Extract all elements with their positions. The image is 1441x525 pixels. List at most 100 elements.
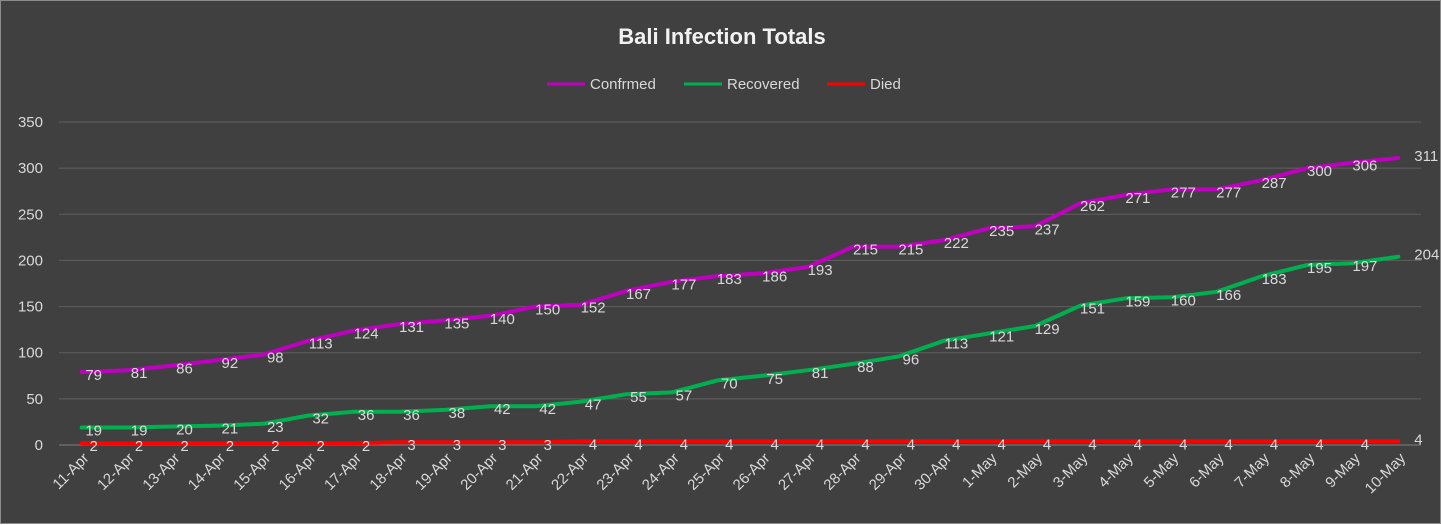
data-label: 81 xyxy=(812,365,829,382)
data-label: 151 xyxy=(1080,301,1105,318)
data-label: 160 xyxy=(1171,292,1196,309)
data-label: 3 xyxy=(544,437,552,454)
data-label: 38 xyxy=(449,405,466,422)
data-label: 2 xyxy=(90,438,98,455)
data-label: 92 xyxy=(222,355,239,372)
data-label: 167 xyxy=(626,286,651,303)
data-label: 4 xyxy=(861,436,869,453)
x-tick-label: 1-May xyxy=(959,449,1001,491)
data-label: 4 xyxy=(725,436,733,453)
x-tick-label: 2-May xyxy=(1004,449,1046,491)
data-label: 3 xyxy=(407,437,415,454)
data-label: 121 xyxy=(989,328,1014,345)
y-tick-label: 0 xyxy=(35,437,43,454)
x-tick-label: 12-Apr xyxy=(94,450,138,494)
data-label: 235 xyxy=(989,223,1014,240)
data-label: 4 xyxy=(816,436,824,453)
series-lines xyxy=(79,156,1401,446)
data-label: 277 xyxy=(1171,184,1196,201)
data-label: 19 xyxy=(131,422,148,439)
data-label: 306 xyxy=(1352,158,1377,175)
data-label: 4 xyxy=(1270,436,1278,453)
data-label: 4 xyxy=(1179,436,1187,453)
data-label: 4 xyxy=(1043,436,1051,453)
data-label: 3 xyxy=(498,437,506,454)
data-label: 4 xyxy=(952,436,960,453)
data-label: 186 xyxy=(762,268,787,285)
data-label: 2 xyxy=(271,438,279,455)
data-label: 4 xyxy=(907,436,915,453)
x-tick-label: 20-Apr xyxy=(457,450,501,494)
data-label: 75 xyxy=(766,371,783,388)
data-label: 98 xyxy=(267,350,284,367)
x-tick-label: 19-Apr xyxy=(412,450,456,494)
x-tick-label: 15-Apr xyxy=(230,450,274,494)
data-label: 131 xyxy=(399,319,424,336)
data-label: 36 xyxy=(403,407,420,424)
data-label: 88 xyxy=(857,359,874,376)
x-tick-label: 17-Apr xyxy=(321,450,365,494)
y-tick-label: 50 xyxy=(26,391,43,408)
data-label: 3 xyxy=(453,437,461,454)
data-label: 183 xyxy=(1262,271,1287,288)
y-tick-label: 100 xyxy=(18,345,43,362)
legend-label: Died xyxy=(870,76,901,93)
data-label: 4 xyxy=(1134,436,1142,453)
data-label: 193 xyxy=(808,262,833,279)
data-label: 124 xyxy=(354,326,379,343)
y-tick-label: 350 xyxy=(18,114,43,131)
data-label: 4 xyxy=(680,436,688,453)
data-label: 4 xyxy=(589,436,597,453)
data-label: 159 xyxy=(1125,293,1150,310)
y-tick-label: 300 xyxy=(18,160,43,177)
x-tick-label: 13-Apr xyxy=(139,450,183,494)
data-label: 4 xyxy=(1414,431,1422,448)
x-tick-label: 16-Apr xyxy=(276,450,320,494)
data-label: 4 xyxy=(998,436,1006,453)
data-label: 215 xyxy=(853,242,878,259)
data-label: 4 xyxy=(1088,436,1096,453)
data-label: 2 xyxy=(317,438,325,455)
data-label: 277 xyxy=(1216,184,1241,201)
data-label: 113 xyxy=(944,336,968,353)
data-label: 204 xyxy=(1414,247,1439,264)
x-tick-label: 30-Apr xyxy=(911,450,955,494)
x-tick-label: 6-May xyxy=(1186,449,1228,491)
data-label: 262 xyxy=(1080,198,1105,215)
data-label: 129 xyxy=(1035,321,1060,338)
x-tick-label: 7-May xyxy=(1231,449,1273,491)
data-label: 2 xyxy=(362,438,370,455)
chart-title: Bali Infection Totals xyxy=(618,24,825,49)
data-label: 4 xyxy=(1361,436,1369,453)
data-label: 300 xyxy=(1307,163,1332,180)
data-label: 79 xyxy=(85,367,102,384)
x-axis: 11-Apr 12-Apr 13-Apr 14-Apr 15-Apr 16-Apr 17-A… xyxy=(49,449,1409,497)
data-label: 23 xyxy=(267,419,284,436)
data-label: 2 xyxy=(226,438,234,455)
y-tick-label: 150 xyxy=(18,299,43,316)
legend: Confrmed Recovered Died xyxy=(547,76,901,93)
x-tick-label: 22-Apr xyxy=(548,450,592,494)
data-label: 166 xyxy=(1216,287,1241,304)
x-tick-label: 27-Apr xyxy=(775,450,819,494)
data-label: 140 xyxy=(490,311,515,328)
data-label: 152 xyxy=(581,300,606,317)
data-label: 311 xyxy=(1414,148,1438,165)
x-tick-label: 29-Apr xyxy=(866,450,910,494)
x-tick-label: 26-Apr xyxy=(730,450,774,494)
data-label: 42 xyxy=(539,401,556,418)
x-tick-label: 18-Apr xyxy=(366,450,410,494)
data-label: 20 xyxy=(176,422,193,439)
data-label: 195 xyxy=(1307,260,1332,277)
legend-label: Confrmed xyxy=(590,76,656,93)
data-labels: 79 81 86 92 98 113 124 131 135 140 150 152 167 177 183… xyxy=(85,148,1439,455)
data-label: 81 xyxy=(131,365,148,382)
data-label: 2 xyxy=(135,438,143,455)
x-tick-label: 14-Apr xyxy=(185,450,229,494)
data-label: 215 xyxy=(898,242,923,259)
data-label: 271 xyxy=(1125,190,1150,207)
data-label: 47 xyxy=(585,397,602,414)
x-tick-label: 3-May xyxy=(1050,449,1092,491)
data-label: 86 xyxy=(176,361,193,378)
